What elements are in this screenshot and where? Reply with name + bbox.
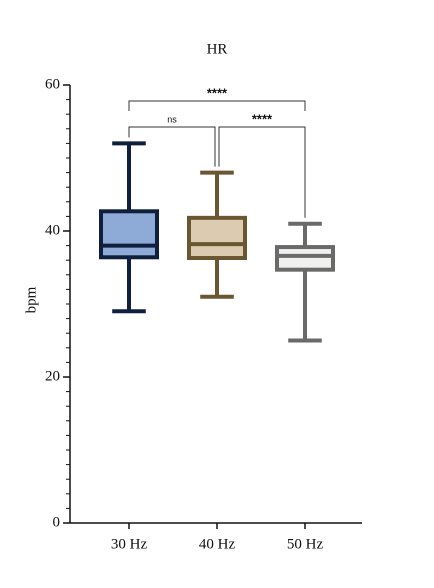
box	[187, 215, 247, 261]
significance-bracket	[128, 126, 216, 167]
significance-label: ****	[207, 85, 228, 100]
significance-bracket	[218, 126, 306, 218]
significance-bracket	[128, 100, 306, 111]
y-tick-label: 0	[53, 514, 61, 530]
y-tick-label: 60	[45, 76, 60, 92]
box	[275, 245, 335, 272]
y-tick-label: 40	[45, 222, 60, 238]
box	[99, 209, 159, 260]
significance-label: ****	[252, 111, 273, 126]
significance-label: ns	[167, 114, 177, 124]
chart-title: HR	[207, 41, 228, 57]
x-tick-label: 50 Hz	[287, 536, 324, 552]
y-axis-label: bpm	[23, 286, 39, 313]
x-tick-label: 40 Hz	[199, 536, 236, 552]
x-tick-label: 30 Hz	[111, 536, 148, 552]
y-tick-label: 20	[45, 368, 60, 384]
